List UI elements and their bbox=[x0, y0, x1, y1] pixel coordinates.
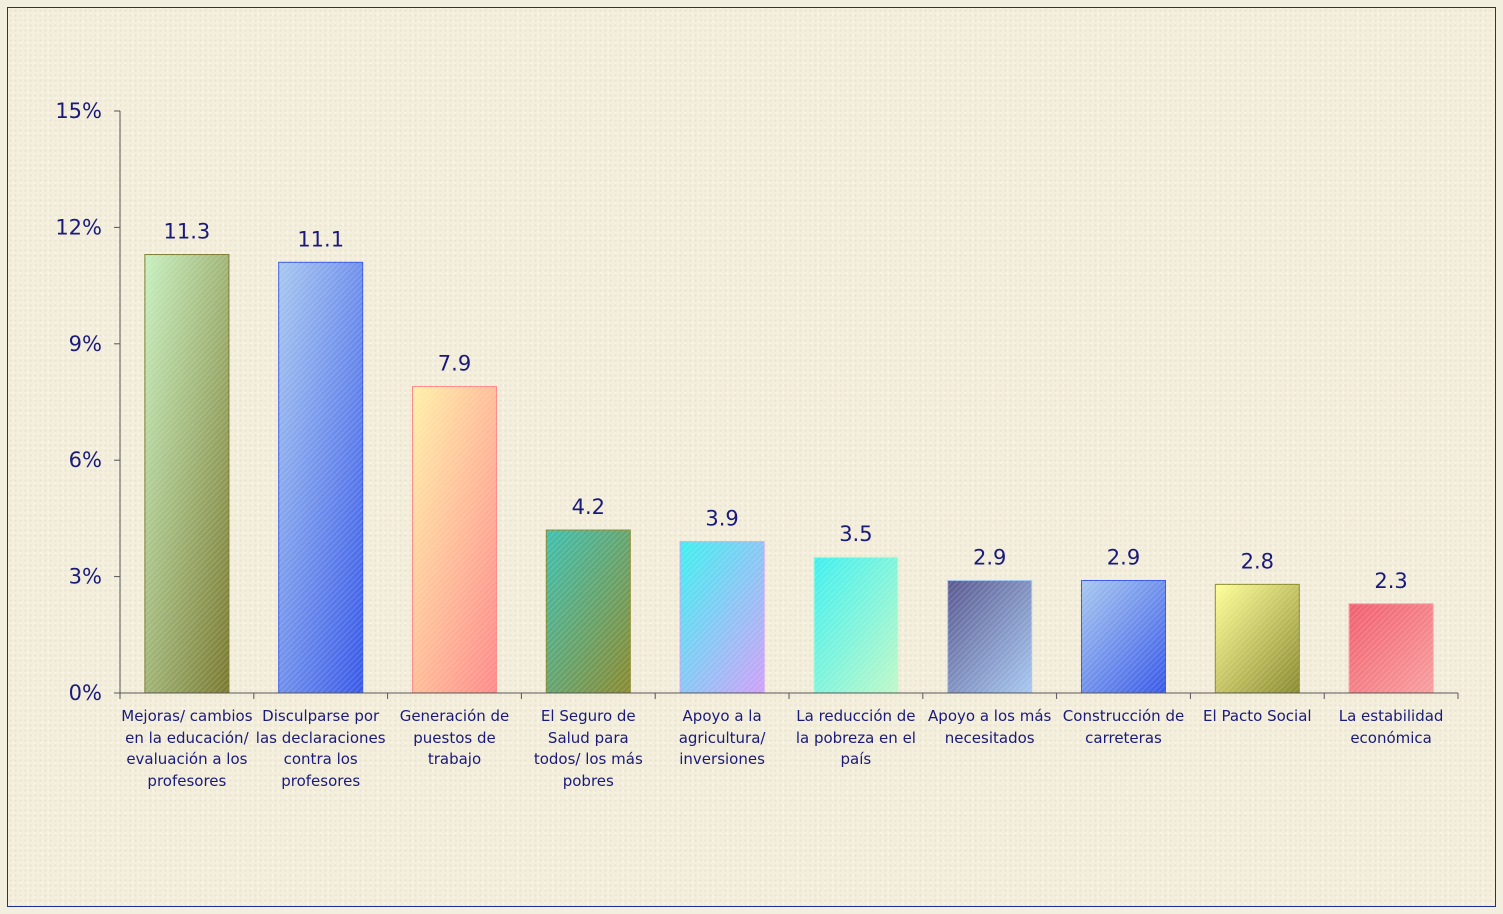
category-label-2: Disculparse por las declaraciones contra… bbox=[255, 707, 386, 790]
bar-hatch-5 bbox=[680, 541, 765, 693]
chart-frame bbox=[7, 7, 1496, 907]
category-label-4: El Seguro de Salud para todos/ los más p… bbox=[533, 707, 643, 790]
y-tick-labels: 0% 3% 6% 9% 12% 15% bbox=[55, 99, 102, 705]
category-label-8: Construcción de carreteras bbox=[1062, 707, 1185, 747]
category-label-9: El Pacto Social bbox=[1203, 707, 1312, 725]
y-tick-label: 12% bbox=[55, 215, 102, 239]
y-tick-label: 6% bbox=[69, 448, 102, 472]
y-tick-label: 3% bbox=[69, 565, 102, 589]
category-label-10: La estabilidad económica bbox=[1338, 707, 1444, 747]
y-tick-label: 9% bbox=[69, 332, 102, 356]
bar-hatch-8 bbox=[1081, 580, 1166, 693]
category-label-5: Apoyo a la agricultura/ inversiones bbox=[678, 707, 766, 768]
bar-hatch-2 bbox=[278, 262, 363, 693]
bar-hatch-7 bbox=[947, 580, 1032, 693]
bar-hatch-9 bbox=[1215, 584, 1300, 693]
data-label-2: 11.1 bbox=[297, 227, 344, 251]
data-label-5: 3.9 bbox=[705, 507, 738, 531]
axes-group bbox=[114, 110, 1459, 699]
category-label-1: Mejoras/ cambios en la educación/ evalua… bbox=[121, 707, 253, 790]
bar-hatch-4 bbox=[546, 530, 631, 693]
data-label-9: 2.8 bbox=[1241, 549, 1274, 573]
y-tick-label: 15% bbox=[55, 99, 102, 123]
data-labels: 11.3 11.1 7.9 4.2 3.9 3.5 2.9 2.9 2.8 2.3 bbox=[164, 220, 1408, 593]
data-label-10: 2.3 bbox=[1374, 569, 1407, 593]
bar-hatch-6 bbox=[813, 557, 898, 693]
bars-group bbox=[144, 254, 1434, 694]
category-label-6: La reducción de la pobreza en el país bbox=[795, 707, 916, 768]
y-tick-label: 0% bbox=[69, 681, 102, 705]
category-label-7: Apoyo a los más necesitados bbox=[928, 707, 1052, 747]
data-label-1: 11.3 bbox=[164, 220, 211, 244]
data-label-8: 2.9 bbox=[1107, 545, 1140, 569]
data-label-7: 2.9 bbox=[973, 545, 1006, 569]
data-label-4: 4.2 bbox=[572, 495, 605, 519]
data-label-6: 3.5 bbox=[839, 522, 872, 546]
bar-hatch-1 bbox=[144, 254, 229, 693]
data-label-3: 7.9 bbox=[438, 351, 471, 375]
bar-hatch-10 bbox=[1349, 603, 1434, 693]
bar-hatch-3 bbox=[412, 386, 497, 693]
category-label-3: Generación de puestos de trabajo bbox=[399, 707, 510, 768]
